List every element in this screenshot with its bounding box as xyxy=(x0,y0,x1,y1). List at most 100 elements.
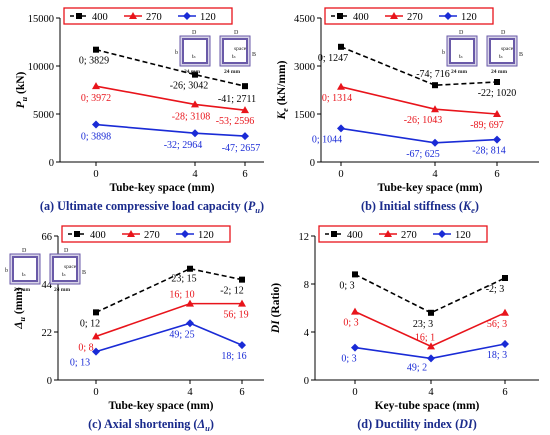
square-marker xyxy=(239,276,245,283)
tube-d-label: D xyxy=(501,30,506,36)
tube-d-label: D xyxy=(459,30,464,36)
square-marker xyxy=(93,46,99,53)
diamond-marker xyxy=(337,124,345,133)
data-label: 0; 3 xyxy=(341,354,356,365)
y-tick-label: 22 xyxy=(42,328,53,339)
tube-b-label: b xyxy=(442,50,445,56)
diamond-marker xyxy=(186,319,194,328)
series-line xyxy=(95,267,243,314)
series-line xyxy=(95,48,246,87)
triangle-marker xyxy=(191,100,199,108)
data-label: -32; 2964 xyxy=(164,140,203,151)
data-label: 0; 13 xyxy=(70,358,90,369)
legend-box xyxy=(324,7,494,25)
data-label: -89; 697 xyxy=(470,120,504,131)
data-label: -28; 814 xyxy=(472,146,506,157)
legend-entry-120: 120 xyxy=(461,12,477,23)
data-label: 56; 19 xyxy=(223,310,248,321)
data-label: 0; 1247 xyxy=(318,53,348,64)
tube-space-label: space xyxy=(501,46,514,52)
x-tick-label: 4 xyxy=(192,169,198,180)
diamond-marker xyxy=(241,132,249,141)
y-axis-label: Pu (kN) xyxy=(15,71,29,108)
series-270: 0; 3972 -28; 3108 -53; 2596 xyxy=(81,82,254,127)
square-marker xyxy=(74,231,80,237)
y-axis-label: Ke (kN/mm) xyxy=(276,60,290,120)
data-label: 16; 1 xyxy=(415,332,435,343)
tube-width-label: 24 mm xyxy=(224,69,240,75)
legend: 400 270 120 xyxy=(61,225,231,243)
x-tick-label: 6 xyxy=(502,387,507,398)
series-400: 0; 3829 -26; 3042 -41; 2711 xyxy=(79,46,256,105)
y-tick-label: 3000 xyxy=(294,62,315,73)
legend-entry-270: 270 xyxy=(407,12,423,23)
square-marker xyxy=(338,43,344,50)
triangle-marker xyxy=(351,307,359,315)
y-tick-label: 4 xyxy=(304,328,310,339)
x-tick-label: 4 xyxy=(187,387,193,398)
series-120: 0; 3898 -32; 2964 -47; 2657 xyxy=(81,120,260,154)
schematic-tube-plain: tₛ 24 mm b D xyxy=(5,248,41,293)
schematic-tube-keyed: tₛ 24 mm space D B xyxy=(49,248,86,293)
triangle-marker xyxy=(337,82,345,90)
data-label: -26; 1043 xyxy=(404,115,443,126)
diamond-marker xyxy=(92,120,100,129)
series-line xyxy=(354,273,506,314)
tube-thickness-label: tₛ xyxy=(192,54,196,60)
x-tick-label: 0 xyxy=(93,169,98,180)
diamond-marker xyxy=(444,12,452,20)
y-tick-label: 8 xyxy=(304,280,309,291)
y-tick-label: 0 xyxy=(49,158,54,169)
square-marker xyxy=(432,82,438,89)
legend-entry-120: 120 xyxy=(200,12,216,23)
data-label: -53; 2596 xyxy=(216,116,255,127)
legend: 400 270 120 xyxy=(318,225,488,243)
tube-inner xyxy=(489,38,515,64)
legend: 400 270 120 xyxy=(324,7,494,25)
tube-width-label: 24 mm xyxy=(491,69,507,75)
tube-inner xyxy=(182,38,208,64)
tube-width-label: 24 mm xyxy=(54,287,70,293)
x-axis-label: Tube-key space (mm) xyxy=(378,182,483,194)
square-marker xyxy=(494,79,500,85)
square-marker xyxy=(192,71,198,78)
tube-inner xyxy=(449,38,475,64)
data-label: 49; 2 xyxy=(407,362,427,373)
triangle-marker xyxy=(384,230,392,237)
tube-b-label: b xyxy=(175,50,178,56)
tube-bigb-label: B xyxy=(252,52,256,58)
schematic-tube-plain: tₛ 24 mm b D xyxy=(175,30,211,75)
schematic-tube-keyed: tₛ 24 mm space D B xyxy=(486,30,523,75)
tube-bigb-label: B xyxy=(519,52,523,58)
data-label: 56; 3 xyxy=(487,319,507,330)
square-marker xyxy=(93,309,99,316)
triangle-marker xyxy=(501,308,509,316)
legend-entry-400: 400 xyxy=(90,230,106,241)
series-120: 0; 13 49; 25 18; 16 xyxy=(70,319,247,369)
diamond-marker xyxy=(191,129,199,138)
y-tick-label: 10000 xyxy=(28,62,54,73)
y-tick-label: 0 xyxy=(304,376,309,387)
legend-box xyxy=(318,225,488,243)
y-tick-label: 5000 xyxy=(33,110,54,121)
data-label: 0; 3972 xyxy=(81,93,111,104)
tube-inner xyxy=(52,256,78,282)
legend-entry-400: 400 xyxy=(353,12,369,23)
x-axis-label: Tube-key space (mm) xyxy=(110,182,215,194)
data-label: -2; 3 xyxy=(486,284,505,295)
tube-b-label: b xyxy=(5,268,8,274)
data-label: 23; 3 xyxy=(413,319,433,330)
y-tick-label: 44 xyxy=(42,280,53,291)
x-tick-label: 0 xyxy=(93,387,98,398)
data-label: -2; 12 xyxy=(220,286,244,297)
legend-entry-400: 400 xyxy=(92,12,108,23)
y-tick-label: 0 xyxy=(310,158,315,169)
panel-caption: (d) Ductility index (DI) xyxy=(357,417,477,431)
y-tick-label: 1500 xyxy=(294,110,315,121)
data-label: 0; 1044 xyxy=(312,134,342,145)
series-400: 0; 3 23; 3 -2; 3 xyxy=(339,271,508,330)
triangle-marker xyxy=(129,12,137,19)
legend-box xyxy=(63,7,233,25)
legend-entry-270: 270 xyxy=(401,230,417,241)
